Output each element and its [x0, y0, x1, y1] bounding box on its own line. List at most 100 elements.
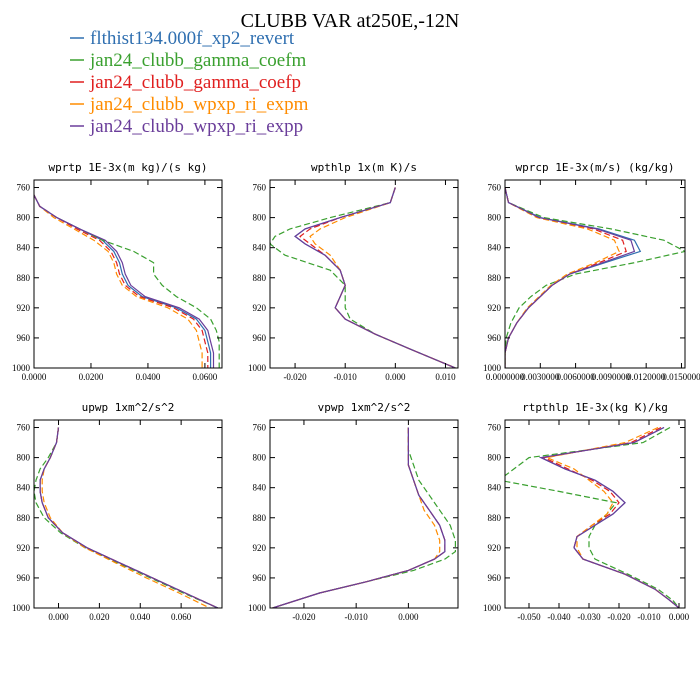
y-tick-label: 920 [17, 543, 31, 553]
y-tick-label: 880 [17, 513, 31, 523]
series-line [39, 427, 219, 608]
legend: flthist134.000f_xp2_revert jan24_clubb_ga… [70, 28, 309, 137]
y-tick-label: 840 [17, 483, 31, 493]
y-tick-label: 840 [253, 243, 267, 253]
x-tick-label: -0.040 [547, 612, 571, 622]
series-group [270, 187, 456, 368]
y-tick-label: 800 [17, 453, 31, 463]
series-line [272, 427, 441, 608]
x-tick-label: -0.020 [607, 612, 631, 622]
y-tick-label: 960 [17, 333, 31, 343]
y-tick-label: 880 [253, 513, 267, 523]
legend-entry: flthist134.000f_xp2_revert [70, 28, 295, 49]
y-tick-label: 1000 [248, 603, 267, 613]
y-tick-label: 840 [253, 483, 267, 493]
x-tick-label: 0.000 [669, 612, 690, 622]
series-line [272, 427, 446, 608]
plot-frame [33, 179, 223, 369]
panel: wprtp 1E-3x(m kg)/(s kg) 760 800 840 880 920 9… [12, 161, 223, 382]
legend-entry: jan24_clubb_wpxp_ri_expp [70, 116, 303, 137]
panels: wprtp 1E-3x(m kg)/(s kg) 760 800 840 880 920 9… [12, 161, 700, 622]
y-tick-label: 960 [17, 573, 31, 583]
x-tick-label: -0.030 [577, 612, 601, 622]
y-tick-label: 920 [488, 303, 502, 313]
y-tick-label: 840 [488, 243, 502, 253]
x-tick-label: 0.0150000 [662, 372, 700, 382]
legend-label: jan24_clubb_gamma_coefp [89, 72, 301, 93]
y-tick-label: 800 [488, 213, 502, 223]
y-tick-label: 920 [17, 303, 31, 313]
y-tick-label: 800 [253, 453, 267, 463]
series-group [272, 427, 456, 608]
x-tick-label: 0.0120000 [627, 372, 666, 382]
series-line [34, 427, 219, 608]
x-tick-label: 0.0090000 [592, 372, 631, 382]
y-tick-label: 1000 [12, 603, 31, 613]
y-tick-label: 960 [253, 333, 267, 343]
series-group [34, 427, 219, 608]
y-tick-label: 800 [17, 213, 31, 223]
y-tick-label: 1000 [12, 363, 31, 373]
x-tick-label: -0.050 [517, 612, 541, 622]
x-tick-label: -0.010 [334, 372, 358, 382]
y-tick-label: 760 [253, 183, 267, 193]
series-line [34, 194, 203, 368]
y-tick-label: 920 [253, 543, 267, 553]
x-tick-label: 0.0000 [22, 372, 47, 382]
series-line [34, 194, 209, 368]
series-line [505, 426, 680, 608]
series-group [505, 426, 680, 608]
x-tick-label: 0.010 [435, 372, 456, 382]
x-tick-label: 0.040 [130, 612, 151, 622]
series-group [505, 187, 685, 368]
x-tick-label: 0.060 [171, 612, 192, 622]
plot-frame [269, 179, 459, 369]
y-tick-label: 1000 [483, 363, 502, 373]
series-line [505, 187, 642, 368]
panel: vpwp 1xm^2/s^2 760 800 840 880 920 960 1000 -0.0… [248, 401, 459, 622]
y-tick-label: 760 [17, 183, 31, 193]
y-tick-label: 1000 [248, 363, 267, 373]
y-tick-label: 760 [253, 423, 267, 433]
plot-frame [269, 419, 459, 609]
x-tick-label: 0.0200 [79, 372, 104, 382]
series-line [272, 427, 446, 608]
x-tick-label: 0.0060000 [556, 372, 595, 382]
y-tick-label: 800 [488, 453, 502, 463]
x-tick-label: 0.000 [398, 612, 419, 622]
x-tick-label: 0.000 [385, 372, 406, 382]
panel: wpthlp 1x(m K)/s 760 800 840 880 920 960 1000 -0… [248, 161, 459, 382]
legend-label: jan24_clubb_wpxp_ri_expp [89, 116, 303, 137]
series-line [299, 187, 456, 368]
series-line [505, 187, 685, 368]
y-tick-label: 960 [488, 573, 502, 583]
series-line [41, 427, 210, 608]
series-line [309, 187, 456, 368]
panel-title: rtpthlp 1E-3x(kg K)/kg [522, 401, 668, 414]
y-tick-label: 880 [488, 513, 502, 523]
legend-label: jan24_clubb_wpxp_ri_expm [89, 94, 309, 115]
legend-entry: jan24_clubb_wpxp_ri_expm [70, 94, 309, 115]
x-tick-label: 0.020 [89, 612, 110, 622]
series-line [294, 187, 456, 368]
panel-title: vpwp 1xm^2/s^2 [318, 401, 411, 414]
panel: wprcp 1E-3x(m/s) (kg/kg) 760 800 840 880 920 9… [483, 161, 700, 382]
series-group [34, 194, 220, 368]
legend-entry: jan24_clubb_gamma_coefp [70, 72, 301, 93]
panel-title: wprtp 1E-3x(m kg)/(s kg) [49, 161, 208, 174]
y-tick-label: 760 [488, 423, 502, 433]
x-tick-label: -0.010 [345, 612, 369, 622]
plot-frame [504, 419, 686, 609]
panel-title: upwp 1xm^2/s^2 [82, 401, 175, 414]
figure-title: CLUBB VAR at250E,-12N [241, 10, 460, 32]
series-line [505, 187, 620, 368]
y-tick-label: 880 [253, 273, 267, 283]
y-tick-label: 840 [488, 483, 502, 493]
plot-frame [504, 179, 686, 369]
series-line [272, 427, 446, 608]
series-line [270, 187, 456, 368]
y-tick-label: 760 [488, 183, 502, 193]
panel: upwp 1xm^2/s^2 760 800 840 880 920 960 1000 0.00… [12, 401, 223, 622]
y-tick-label: 960 [253, 573, 267, 583]
